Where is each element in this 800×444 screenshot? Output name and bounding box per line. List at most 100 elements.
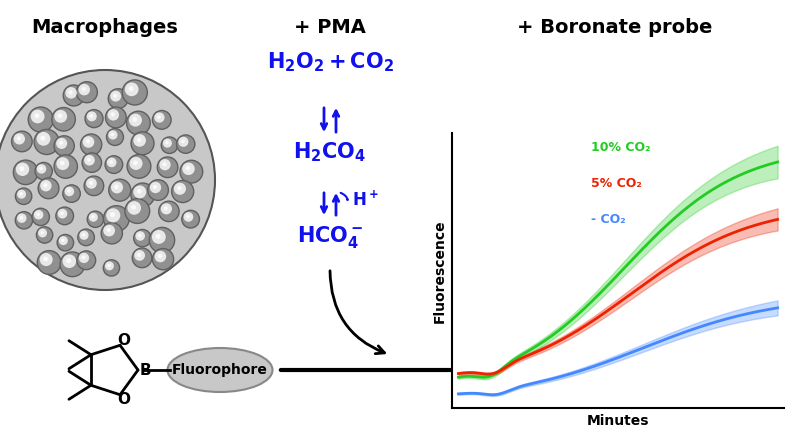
Circle shape xyxy=(105,156,122,174)
Circle shape xyxy=(177,186,182,190)
Circle shape xyxy=(129,86,134,91)
Circle shape xyxy=(163,139,172,148)
Circle shape xyxy=(103,260,119,276)
Text: 10% CO₂: 10% CO₂ xyxy=(591,142,651,155)
Circle shape xyxy=(38,178,59,199)
Circle shape xyxy=(133,160,138,165)
Circle shape xyxy=(162,162,166,166)
Circle shape xyxy=(15,188,32,205)
Circle shape xyxy=(58,113,62,118)
Circle shape xyxy=(77,251,96,270)
X-axis label: Minutes: Minutes xyxy=(586,414,650,428)
Circle shape xyxy=(38,228,47,238)
Circle shape xyxy=(138,234,142,237)
Circle shape xyxy=(174,182,186,195)
Text: $\mathbf{H^+}$: $\mathbf{H^+}$ xyxy=(352,190,379,210)
Circle shape xyxy=(39,167,43,170)
Circle shape xyxy=(57,234,74,251)
Circle shape xyxy=(37,227,53,243)
Circle shape xyxy=(186,215,190,218)
Circle shape xyxy=(38,251,61,274)
Circle shape xyxy=(106,228,110,232)
Circle shape xyxy=(164,206,168,210)
Circle shape xyxy=(32,208,50,226)
Circle shape xyxy=(11,131,32,152)
Circle shape xyxy=(56,157,70,170)
Circle shape xyxy=(86,139,90,143)
Text: B: B xyxy=(139,362,151,377)
Circle shape xyxy=(110,91,121,102)
Circle shape xyxy=(60,252,85,277)
Circle shape xyxy=(183,212,194,222)
Circle shape xyxy=(182,210,199,228)
Circle shape xyxy=(161,137,178,154)
Circle shape xyxy=(17,190,26,199)
Circle shape xyxy=(69,90,73,95)
Circle shape xyxy=(58,236,68,245)
Circle shape xyxy=(153,185,157,189)
Circle shape xyxy=(131,205,136,210)
Circle shape xyxy=(111,181,123,194)
Circle shape xyxy=(17,214,26,223)
Circle shape xyxy=(134,186,146,198)
Circle shape xyxy=(84,176,104,196)
Circle shape xyxy=(43,257,48,262)
Text: Fluorophore: Fluorophore xyxy=(617,363,713,377)
Circle shape xyxy=(66,87,77,99)
FancyArrowPatch shape xyxy=(341,193,348,200)
Circle shape xyxy=(134,230,151,247)
Circle shape xyxy=(87,158,91,162)
Circle shape xyxy=(40,253,53,266)
Circle shape xyxy=(60,211,64,215)
Circle shape xyxy=(37,132,50,146)
Circle shape xyxy=(78,229,94,246)
Circle shape xyxy=(82,233,86,237)
Circle shape xyxy=(19,166,24,171)
Circle shape xyxy=(127,201,141,215)
Circle shape xyxy=(65,186,74,196)
Circle shape xyxy=(78,253,89,263)
Circle shape xyxy=(17,136,21,140)
Circle shape xyxy=(16,163,30,176)
Circle shape xyxy=(15,212,33,229)
Circle shape xyxy=(54,136,74,156)
Circle shape xyxy=(62,254,76,268)
Circle shape xyxy=(63,185,80,202)
Circle shape xyxy=(82,87,86,91)
Circle shape xyxy=(157,115,161,119)
Circle shape xyxy=(41,231,44,234)
Circle shape xyxy=(108,130,118,139)
Circle shape xyxy=(106,208,120,222)
Circle shape xyxy=(161,203,172,214)
Circle shape xyxy=(158,157,178,178)
Text: $\mathbf{HCO_4^-}$: $\mathbf{HCO_4^-}$ xyxy=(297,224,363,250)
Circle shape xyxy=(14,160,38,185)
Circle shape xyxy=(178,137,189,147)
Circle shape xyxy=(158,201,179,222)
Circle shape xyxy=(181,139,185,143)
Circle shape xyxy=(34,210,43,219)
Circle shape xyxy=(122,80,147,105)
Circle shape xyxy=(40,136,46,141)
Circle shape xyxy=(129,114,142,127)
Circle shape xyxy=(30,110,45,123)
Circle shape xyxy=(154,112,165,123)
Circle shape xyxy=(180,160,202,183)
Circle shape xyxy=(54,110,67,123)
Circle shape xyxy=(82,256,86,259)
Circle shape xyxy=(177,135,195,153)
Circle shape xyxy=(78,84,90,95)
Circle shape xyxy=(89,213,98,222)
Circle shape xyxy=(67,189,70,193)
Circle shape xyxy=(35,163,52,180)
Circle shape xyxy=(76,82,98,103)
Circle shape xyxy=(109,179,130,201)
Circle shape xyxy=(106,129,123,146)
Circle shape xyxy=(137,253,141,257)
Circle shape xyxy=(166,141,169,144)
Circle shape xyxy=(172,180,194,202)
Circle shape xyxy=(81,134,102,155)
Circle shape xyxy=(108,89,128,108)
Text: O: O xyxy=(118,392,130,407)
Circle shape xyxy=(106,107,126,128)
